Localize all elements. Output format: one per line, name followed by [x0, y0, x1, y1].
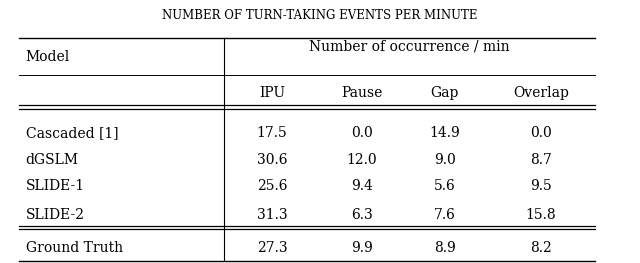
Text: 5.6: 5.6 [434, 179, 456, 194]
Text: 12.0: 12.0 [346, 153, 377, 167]
Text: IPU: IPU [259, 85, 285, 100]
Text: 7.6: 7.6 [434, 208, 456, 222]
Text: SLIDE-1: SLIDE-1 [26, 179, 84, 194]
Text: dGSLM: dGSLM [26, 153, 79, 167]
Text: Model: Model [26, 50, 70, 64]
Text: 8.9: 8.9 [434, 241, 456, 255]
Text: Cascaded [1]: Cascaded [1] [26, 126, 118, 140]
Text: Pause: Pause [341, 85, 382, 100]
Text: 30.6: 30.6 [257, 153, 287, 167]
Text: 9.9: 9.9 [351, 241, 372, 255]
Text: Ground Truth: Ground Truth [26, 241, 123, 255]
Text: 15.8: 15.8 [525, 208, 556, 222]
Text: 25.6: 25.6 [257, 179, 287, 194]
Text: 0.0: 0.0 [530, 126, 552, 140]
Text: 9.4: 9.4 [351, 179, 372, 194]
Text: 31.3: 31.3 [257, 208, 287, 222]
Text: 17.5: 17.5 [257, 126, 287, 140]
Text: Number of occurrence / min: Number of occurrence / min [309, 39, 510, 53]
Text: 9.0: 9.0 [434, 153, 456, 167]
Text: NUMBER OF TURN-TAKING EVENTS PER MINUTE: NUMBER OF TURN-TAKING EVENTS PER MINUTE [163, 9, 477, 22]
Text: 8.2: 8.2 [530, 241, 552, 255]
Text: 0.0: 0.0 [351, 126, 372, 140]
Text: 8.7: 8.7 [530, 153, 552, 167]
Text: 27.3: 27.3 [257, 241, 287, 255]
Text: 14.9: 14.9 [429, 126, 460, 140]
Text: SLIDE-2: SLIDE-2 [26, 208, 84, 222]
Text: 6.3: 6.3 [351, 208, 372, 222]
Text: Overlap: Overlap [513, 85, 569, 100]
Text: Gap: Gap [431, 85, 459, 100]
Text: 9.5: 9.5 [530, 179, 552, 194]
